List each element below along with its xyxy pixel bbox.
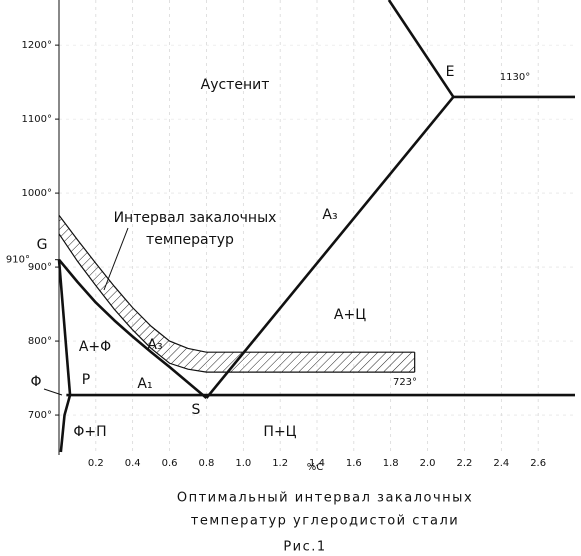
x-tick-label: 1.2 (272, 458, 288, 469)
band-edge (58, 214, 415, 353)
phase-line (57, 259, 72, 396)
annotation: 1130° (500, 72, 530, 83)
annotation: G (37, 237, 48, 253)
annotation: A₃ (322, 207, 337, 223)
phase-line (387, 0, 575, 99)
y-tick-label: 900° (28, 262, 52, 273)
x-tick-label: 1.0 (235, 458, 251, 469)
caption: Рис.1 (283, 540, 326, 555)
y-tick-label: 800° (28, 336, 52, 347)
y-tick-label: 1200° (22, 40, 52, 51)
annotation: S (192, 402, 201, 418)
phase-line (205, 96, 455, 399)
annotation: A+Φ (79, 339, 111, 355)
x-tick-label: 0.8 (198, 458, 214, 469)
x-tick-label: 1.4 (309, 458, 325, 469)
x-tick-label: 1.6 (346, 458, 362, 469)
y-tick-label: 1100° (22, 114, 52, 125)
x-tick-label: 2.0 (420, 458, 436, 469)
annotation: П+Ц (263, 424, 296, 440)
annotation: A₁ (137, 376, 152, 392)
y-tick-label: 1000° (22, 188, 52, 199)
x-tick-label: 2.4 (493, 458, 509, 469)
annotation: Φ+П (73, 424, 106, 440)
annotation: A+Ц (334, 307, 366, 323)
x-axis-label: %C (307, 462, 324, 473)
phase-line (57, 258, 208, 400)
x-tick-label: 2.2 (456, 458, 472, 469)
annotation: Φ (30, 374, 41, 390)
annotation: температур (146, 232, 234, 248)
x-tick-label: 0.6 (162, 458, 178, 469)
caption: температур углеродистой стали (191, 514, 459, 529)
annotation: Интервал закалочных (114, 210, 277, 226)
phase-line (59, 394, 72, 453)
annotation: E (446, 64, 455, 80)
x-tick-label: 2.6 (530, 458, 546, 469)
x-tick-label: 1.8 (383, 458, 399, 469)
caption: Оптимальный интервал закалочных (177, 491, 473, 506)
x-tick-label: 0.2 (88, 458, 104, 469)
annotation: Аустенит (201, 77, 270, 93)
x-tick-label: 0.4 (125, 458, 141, 469)
annotation: A₃ (147, 337, 162, 353)
annotation: 723° (393, 377, 417, 388)
annotation: P (82, 372, 90, 388)
band-edge (58, 233, 415, 373)
y-tick-label: 700° (28, 410, 52, 421)
hatch-band (59, 215, 415, 373)
y-tick-label: 910° (6, 255, 30, 266)
